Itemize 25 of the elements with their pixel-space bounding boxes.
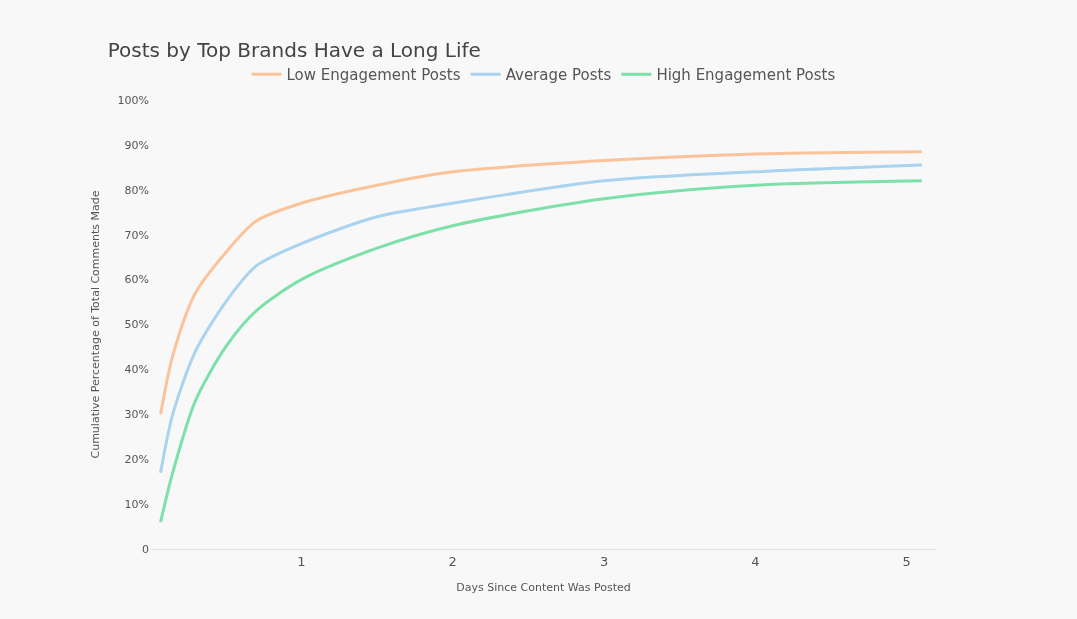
y-tick-label: 0	[142, 542, 149, 556]
x-axis-title: Days Since Content Was Posted	[456, 580, 631, 594]
y-tick-label: 90%	[124, 138, 149, 152]
y-tick-label: 20%	[124, 453, 149, 467]
y-tick-label: 30%	[124, 408, 149, 422]
y-tick-label: 100%	[117, 93, 149, 107]
y-tick-label: 60%	[124, 273, 149, 287]
legend-label: High Engagement Posts	[656, 66, 836, 85]
x-tick-label: 4	[751, 553, 760, 569]
x-tick-label: 3	[599, 553, 609, 569]
x-tick-label: 1	[297, 553, 306, 569]
line-series	[159, 150, 924, 416]
chart-title: Posts by Top Brands Have a Long Life	[107, 38, 481, 63]
y-axis-title: Cumulative Percentage of Total Comments Made	[89, 190, 103, 459]
y-tick-label: 80%	[124, 183, 149, 197]
y-tick-label: 70%	[124, 228, 149, 242]
x-tick-label: 2	[448, 553, 457, 569]
y-tick-label: 40%	[124, 363, 149, 377]
x-tick-label: 5	[902, 553, 911, 569]
line-series	[159, 179, 924, 524]
legend-label: Average Posts	[505, 66, 612, 85]
y-tick-label: 10%	[124, 497, 149, 511]
y-tick-label: 50%	[124, 318, 149, 332]
legend-label: Low Engagement Posts	[286, 66, 461, 85]
line-series	[159, 163, 924, 475]
